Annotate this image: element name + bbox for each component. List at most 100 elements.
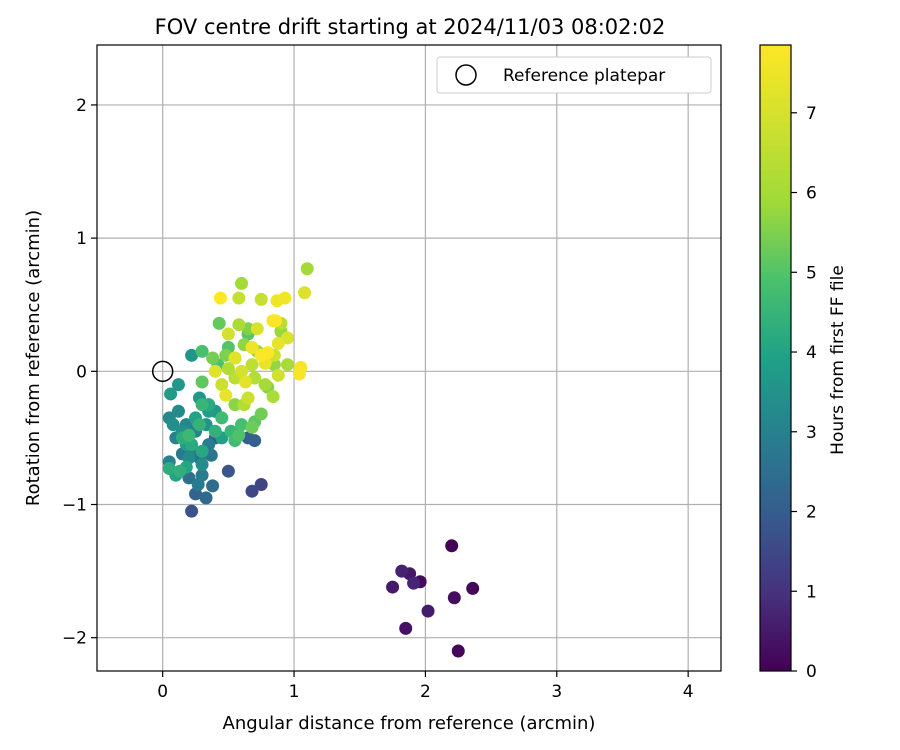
colorbar-tick-label: 5	[806, 263, 817, 283]
colorbar-tick-label: 4	[806, 343, 817, 363]
colorbar-tick-label: 3	[806, 423, 817, 443]
plot-background	[97, 45, 721, 671]
data-point	[235, 276, 249, 290]
data-point	[245, 358, 259, 372]
data-point	[195, 458, 209, 472]
data-point	[221, 464, 235, 478]
colorbar-tick-label: 6	[806, 184, 817, 204]
data-point	[235, 418, 249, 432]
legend-label: Reference platepar	[503, 66, 665, 86]
data-point	[232, 291, 246, 305]
data-point	[232, 318, 246, 332]
data-point	[447, 591, 461, 605]
data-point	[215, 378, 229, 392]
data-point	[266, 390, 280, 404]
data-point	[219, 388, 233, 402]
data-point	[195, 444, 209, 458]
data-point	[254, 478, 268, 492]
data-point	[271, 368, 285, 382]
data-point	[166, 418, 180, 432]
data-point	[261, 346, 275, 360]
data-point	[445, 539, 459, 553]
data-point	[269, 314, 283, 328]
data-point	[466, 581, 480, 595]
data-point	[280, 358, 294, 372]
colorbar-ticks: 0 1 2 3 4 5 6 7	[791, 104, 817, 682]
data-point	[238, 375, 252, 389]
data-point	[195, 468, 209, 482]
data-point	[185, 504, 199, 518]
data-point	[212, 316, 226, 330]
data-point	[195, 375, 209, 389]
data-point	[173, 464, 187, 478]
data-point	[228, 398, 242, 412]
y-axis: −2 −1 0 1 2	[62, 96, 97, 649]
data-point	[182, 471, 196, 485]
x-tick-label: 2	[420, 682, 431, 702]
data-point	[228, 351, 242, 365]
colorbar-tick-label: 0	[806, 662, 817, 682]
data-point	[248, 434, 262, 448]
data-point	[221, 362, 235, 376]
data-point	[298, 286, 312, 300]
data-point	[208, 364, 222, 378]
y-tick-label: 2	[76, 96, 87, 116]
data-point	[206, 479, 220, 493]
scatter-points	[162, 262, 480, 658]
plot-frame	[96, 44, 722, 672]
data-point	[421, 604, 435, 618]
data-point	[208, 424, 222, 438]
colorbar: 0 1 2 3 4 5 6 7 Hours from first FF file	[759, 44, 848, 682]
data-point	[278, 291, 292, 305]
data-point	[241, 391, 255, 405]
data-point	[221, 327, 235, 341]
data-point	[192, 418, 206, 432]
data-point	[451, 644, 465, 658]
data-point	[195, 344, 209, 358]
chart-title: FOV centre drift starting at 2024/11/03 …	[155, 15, 666, 39]
colorbar-gradient	[759, 44, 792, 672]
colorbar-tick-label: 1	[806, 582, 817, 602]
data-point	[258, 378, 272, 392]
y-tick-label: 0	[76, 362, 87, 382]
data-point	[199, 491, 213, 505]
y-tick-label: 1	[76, 229, 87, 249]
x-axis: 0 1 2 3 4	[157, 671, 694, 702]
data-point	[271, 336, 285, 350]
x-axis-label: Angular distance from reference (arcmin)	[223, 713, 596, 734]
legend-box	[436, 56, 712, 94]
data-point	[182, 428, 196, 442]
data-point	[171, 378, 185, 392]
data-point	[245, 484, 259, 498]
data-point	[300, 262, 314, 276]
data-point	[185, 348, 199, 362]
x-tick-label: 1	[289, 682, 300, 702]
legend: Reference platepar	[436, 56, 712, 94]
colorbar-tick-label: 7	[806, 104, 817, 124]
grid-lines	[97, 45, 721, 671]
data-point	[206, 351, 220, 365]
data-point	[232, 428, 246, 442]
data-point	[254, 407, 268, 421]
y-tick-label: −1	[62, 496, 87, 516]
data-point	[235, 364, 249, 378]
data-point	[164, 387, 178, 401]
colorbar-label: Hours from first FF file	[828, 265, 848, 455]
data-point	[399, 621, 413, 635]
data-point	[250, 322, 264, 336]
reference-platepar-marker	[151, 360, 174, 383]
data-point	[254, 292, 268, 306]
colorbar-tick-label: 2	[806, 503, 817, 523]
data-point	[294, 360, 308, 374]
data-point	[195, 398, 209, 412]
y-tick-label: −2	[62, 629, 87, 649]
y-axis-label: Rotation from reference (arcmin)	[23, 210, 44, 506]
legend-marker-icon	[455, 64, 477, 86]
data-point	[245, 340, 259, 354]
data-point	[213, 291, 227, 305]
plot-area: 0 1 2 3 4 −2 −1 0 1 2	[62, 44, 722, 702]
data-point	[386, 580, 400, 594]
x-tick-label: 0	[157, 682, 168, 702]
x-tick-label: 3	[551, 682, 562, 702]
